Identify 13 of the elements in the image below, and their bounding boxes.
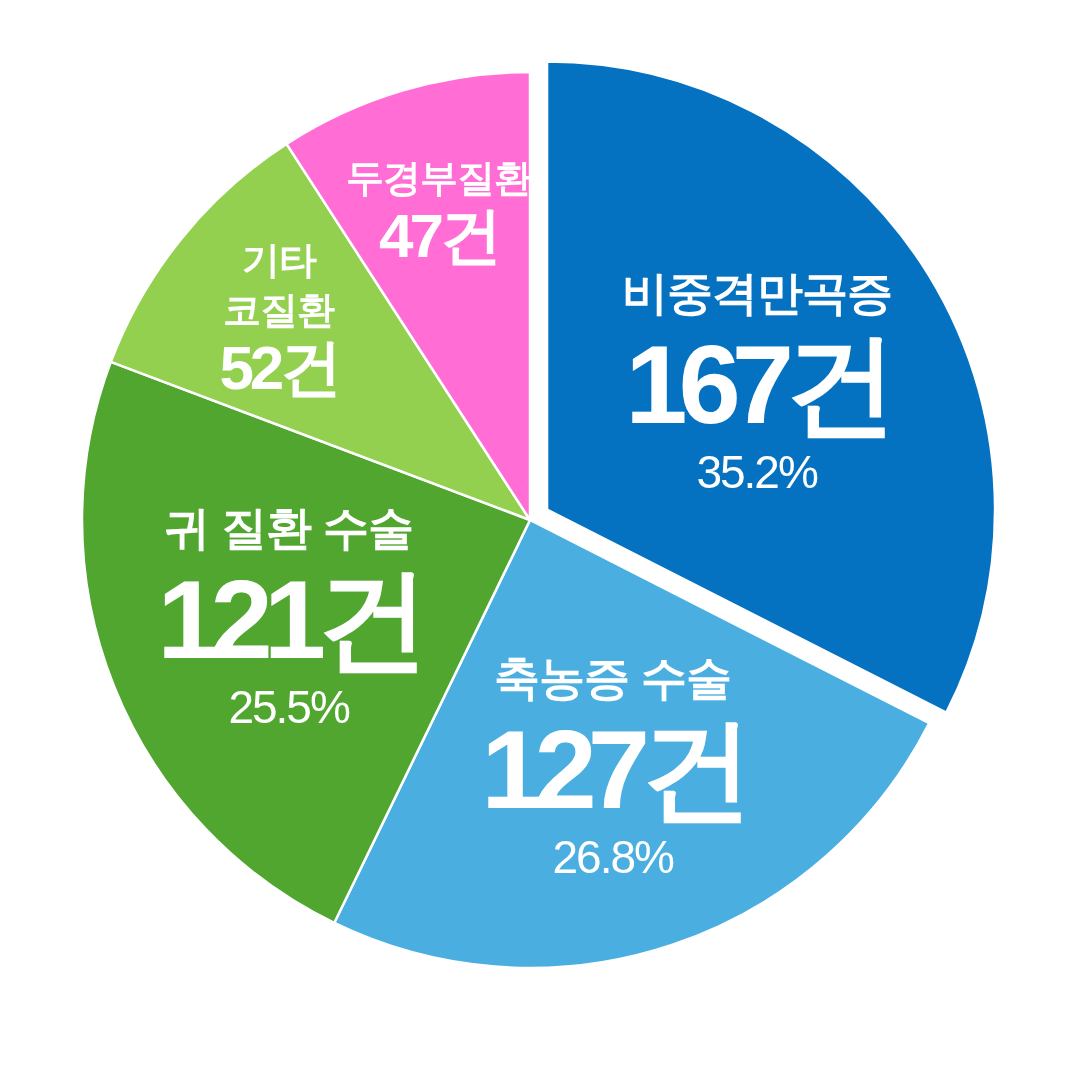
slice-label: 비중격만곡증 xyxy=(621,267,892,320)
slice-label: 축농증 수술 xyxy=(494,652,732,705)
data-label: 121건 xyxy=(157,556,421,682)
data-label: 167건 xyxy=(625,321,889,447)
slice-label: 귀 질환 수술 xyxy=(164,502,413,555)
slice-label: 두경부질환 xyxy=(346,156,533,199)
text: 35.2% xyxy=(696,446,817,499)
text: 25.5% xyxy=(228,681,349,734)
data-label: 52건 xyxy=(219,333,339,403)
data-label: 47건 xyxy=(379,201,499,271)
text: 26.8% xyxy=(552,831,673,884)
slice-label: 기타 코질환 xyxy=(223,238,336,331)
data-label: 127건 xyxy=(481,706,745,832)
